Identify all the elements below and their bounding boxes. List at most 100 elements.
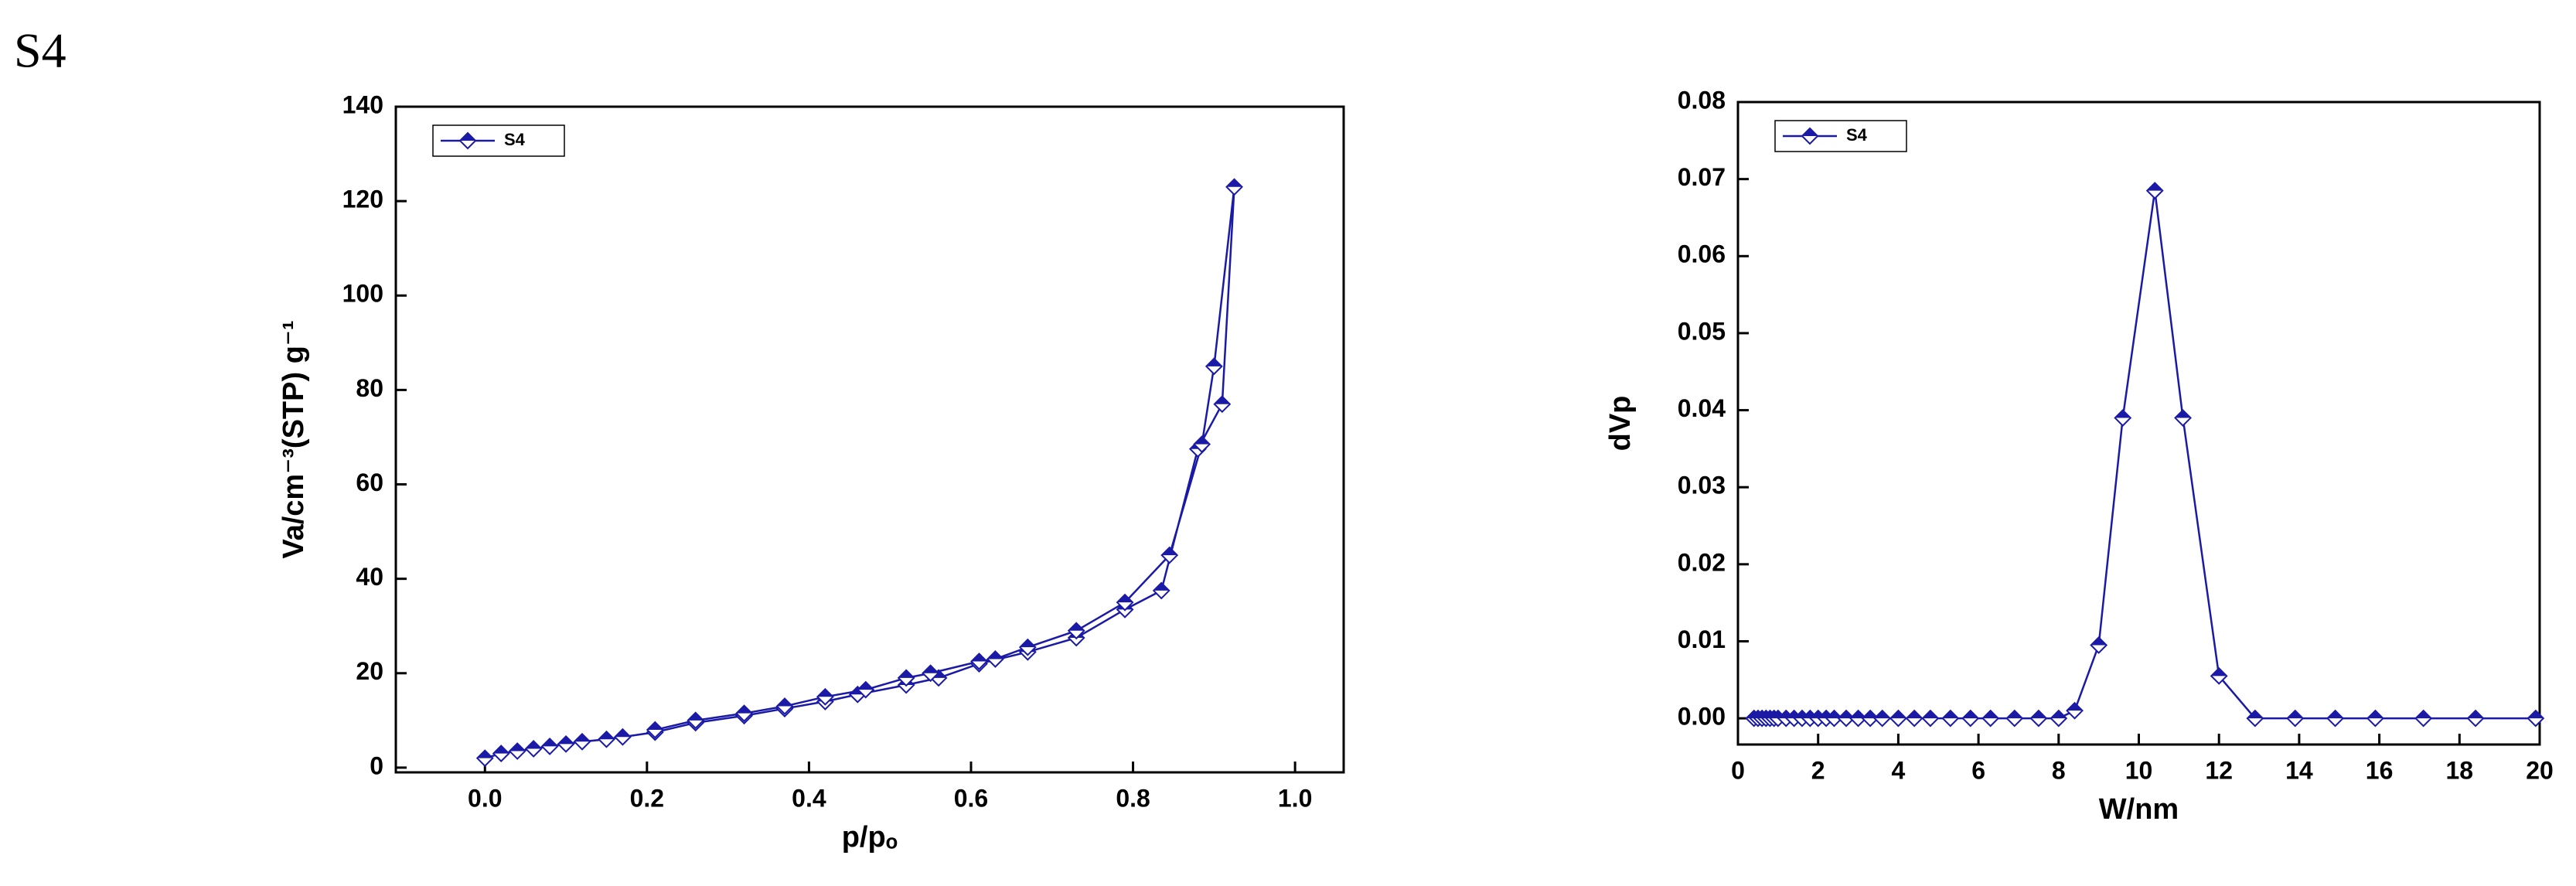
marker	[1160, 546, 1179, 564]
marker	[775, 697, 794, 715]
x-tick-label: 16	[2366, 756, 2394, 784]
marker-fill	[971, 653, 987, 662]
marker-fill	[1874, 711, 1890, 719]
y-tick-label: 0	[370, 751, 383, 779]
marker	[613, 728, 632, 746]
x-tick-label: 8	[2052, 756, 2066, 784]
x-tick-label: 0.6	[954, 784, 988, 812]
marker	[2145, 182, 2164, 200]
marker-fill	[615, 729, 631, 738]
marker-fill	[1862, 711, 1879, 719]
marker	[2414, 709, 2433, 728]
marker-fill	[2090, 637, 2107, 646]
marker	[2527, 709, 2545, 728]
marker	[1825, 709, 1843, 728]
marker	[1861, 709, 1879, 728]
marker-fill	[1214, 396, 1230, 404]
marker-fill	[1826, 711, 1842, 719]
marker-fill	[1890, 711, 1906, 719]
panel-label: S4	[14, 23, 66, 78]
y-tick-label: 0.07	[1678, 163, 1726, 191]
marker-fill	[1982, 711, 1998, 719]
x-tick-label: 0.8	[1116, 784, 1150, 812]
marker-fill	[509, 743, 526, 751]
marker-fill	[558, 736, 574, 745]
y-tick-label: 80	[356, 374, 383, 402]
marker	[557, 734, 575, 753]
marker-fill	[2247, 711, 2263, 719]
y-tick-label: 140	[342, 90, 383, 118]
x-tick-label: 0.4	[792, 784, 826, 812]
marker-fill	[1838, 711, 1854, 719]
marker-fill	[2327, 711, 2343, 719]
y-axis-label: dVp	[1604, 396, 1637, 452]
y-tick-label: 0.00	[1678, 703, 1726, 731]
marker-fill	[1226, 179, 1242, 187]
marker	[2174, 409, 2192, 427]
marker	[2114, 409, 2132, 427]
y-tick-label: 40	[356, 563, 383, 591]
marker-fill	[2030, 711, 2046, 719]
marker-fill	[2287, 711, 2303, 719]
y-tick-label: 0.02	[1678, 548, 1726, 576]
marker-fill	[1906, 711, 1923, 719]
marker-fill	[2211, 668, 2227, 676]
marker	[1205, 357, 1223, 376]
marker-fill	[542, 738, 558, 747]
x-tick-label: 4	[1892, 756, 1906, 784]
marker-fill	[898, 670, 915, 678]
x-tick-label: 12	[2205, 756, 2233, 784]
marker-fill	[2468, 711, 2484, 719]
marker	[2029, 709, 2048, 728]
x-tick-label: 20	[2526, 756, 2554, 784]
marker	[475, 749, 494, 768]
marker	[2066, 701, 2084, 720]
legend-label: S4	[1846, 125, 1868, 145]
y-tick-label: 120	[342, 186, 383, 213]
marker-fill	[817, 689, 833, 697]
marker	[2210, 666, 2228, 685]
marker	[1921, 709, 1940, 728]
marker	[2466, 709, 2485, 728]
marker	[1889, 709, 1907, 728]
marker	[1961, 709, 1980, 728]
y-tick-label: 60	[356, 469, 383, 496]
marker	[458, 131, 477, 150]
x-tick-label: 0.0	[468, 784, 502, 812]
marker	[2050, 709, 2068, 728]
marker	[573, 732, 591, 751]
marker-fill	[1802, 128, 1818, 136]
marker-fill	[1117, 595, 1133, 603]
marker	[1849, 709, 1867, 728]
marker-fill	[477, 750, 493, 758]
marker-fill	[1206, 358, 1222, 366]
y-tick-label: 0.01	[1678, 625, 1726, 653]
marker	[1801, 127, 1819, 145]
marker-fill	[2367, 711, 2383, 719]
marker	[970, 653, 988, 670]
marker	[1873, 709, 1892, 728]
x-tick-label: 0	[1731, 756, 1745, 784]
marker-fill	[2050, 711, 2067, 719]
marker	[1905, 709, 1923, 728]
marker-fill	[526, 741, 542, 749]
x-tick-label: 14	[2285, 756, 2313, 784]
marker	[2005, 709, 2024, 728]
marker	[1837, 709, 1855, 728]
marker-fill	[2527, 711, 2544, 719]
plot-frame	[394, 105, 1345, 774]
x-tick-label: 1.0	[1278, 784, 1312, 812]
x-tick-label: 10	[2125, 756, 2153, 784]
x-axis-label: p/pₒ	[842, 821, 898, 854]
marker-fill	[687, 712, 704, 721]
marker	[1225, 178, 1243, 196]
marker-fill	[2006, 711, 2022, 719]
marker	[2246, 709, 2264, 728]
marker	[1018, 638, 1037, 656]
marker-fill	[1161, 547, 1177, 556]
marker-fill	[736, 705, 752, 714]
marker-fill	[987, 651, 1003, 659]
marker	[1981, 709, 2000, 728]
y-tick-label: 100	[342, 280, 383, 308]
marker	[508, 742, 526, 760]
